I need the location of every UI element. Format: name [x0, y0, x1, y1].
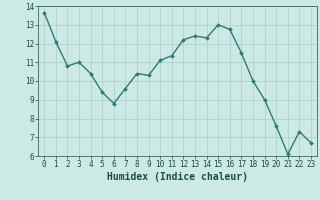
X-axis label: Humidex (Indice chaleur): Humidex (Indice chaleur) [107, 172, 248, 182]
